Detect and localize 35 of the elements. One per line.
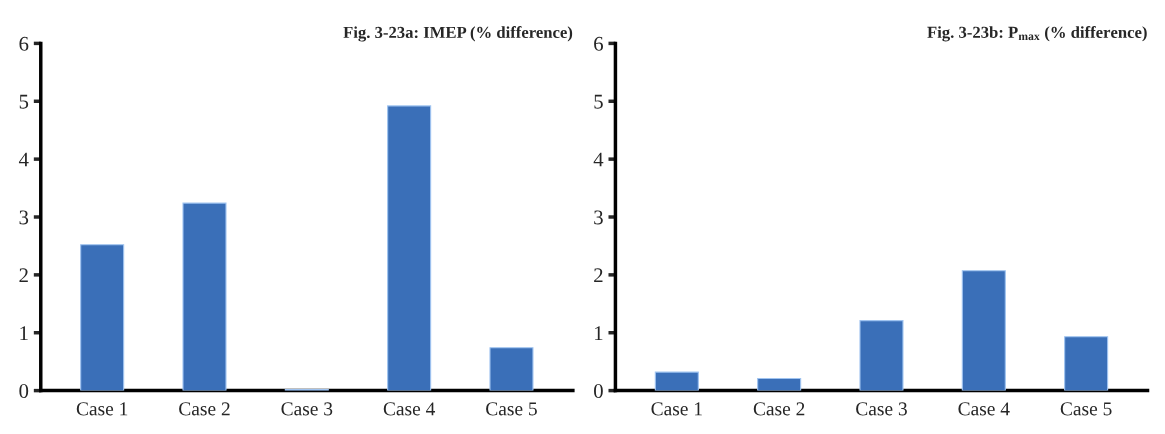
y-tick-label: 0 [19, 383, 29, 399]
x-tick-label: Case 5 [1060, 402, 1112, 416]
bar [859, 320, 904, 391]
x-tick-label: Case 2 [179, 402, 230, 416]
bar [961, 270, 1006, 391]
y-tick-label: 6 [19, 36, 29, 51]
x-tick-label: Case 5 [486, 402, 537, 416]
x-tick-label: Case 3 [856, 402, 907, 416]
x-tick-label: Case 4 [958, 402, 1010, 416]
bar [182, 202, 227, 391]
bar [387, 105, 432, 391]
bar [757, 377, 802, 391]
y-tick-label: 4 [18, 152, 29, 167]
y-tick-label: 3 [19, 210, 29, 225]
y-tick-label: 2 [19, 268, 28, 283]
chart-title: Fig. 3-23b: P$_{max}$ (% difference) [927, 26, 1147, 42]
x-tick-label: Case 3 [281, 402, 333, 416]
y-tick-label: 2 [594, 268, 603, 283]
y-tick-label: 1 [20, 326, 28, 340]
chart-title: Fig. 3-23a: IMEP (% difference) [343, 26, 573, 42]
x-tick-label: Case 1 [76, 402, 128, 416]
bar [1064, 336, 1109, 391]
y-tick-label: 4 [593, 152, 604, 167]
y-tick-label: 6 [594, 36, 604, 51]
bar [654, 371, 699, 391]
x-tick-label: Case 2 [753, 402, 805, 416]
x-tick-label: Case 4 [383, 402, 436, 416]
y-tick-label: 5 [594, 94, 603, 109]
bar [489, 347, 534, 391]
y-tick-label: 0 [594, 383, 603, 399]
y-tick-label: 3 [594, 210, 603, 225]
bar [80, 244, 125, 391]
x-tick-label: Case 1 [651, 402, 702, 416]
y-tick-label: 1 [595, 326, 603, 340]
y-tick-label: 5 [19, 94, 29, 109]
